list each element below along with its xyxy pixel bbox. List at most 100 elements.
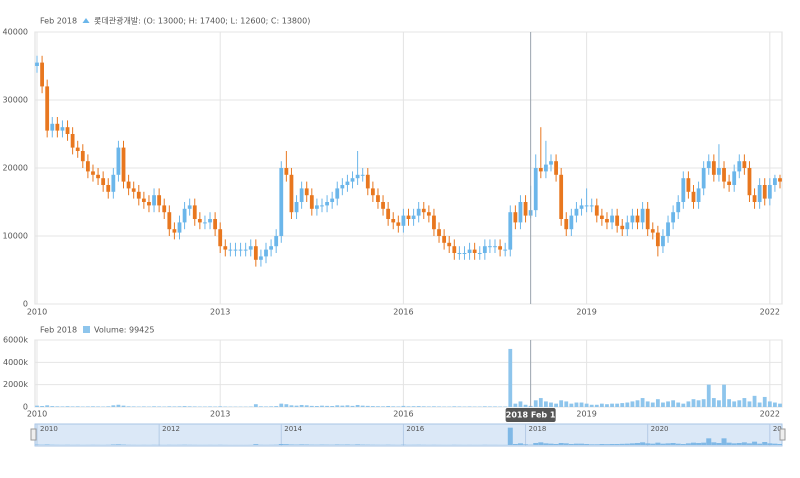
candle-body [467,249,472,253]
volume-bar [269,406,273,407]
candle-body [564,219,569,230]
candle-body [101,178,106,185]
candle-body [472,249,477,253]
navigator-volume-bar [726,442,732,445]
y-tick-label: 20000 [3,164,28,173]
candle-body [701,168,706,189]
candle-body [248,246,253,250]
volume-bar [620,403,625,407]
navigator-volume-bar [517,443,523,445]
navigator-volume-bar [701,442,707,445]
candle-body [508,212,513,250]
y-tick-label: 30000 [3,96,28,105]
x-tick-label: 2010 [27,308,47,317]
candle-body [70,134,75,148]
navigator-volume-bar [614,444,620,445]
volume-bar [681,403,686,407]
navigator-handle-left[interactable] [30,428,37,441]
candle-body [314,205,319,209]
volume-bar [345,405,350,407]
volume-bar [701,399,706,407]
navigator-volume-bar [624,443,630,445]
candle-body [116,147,121,175]
volume-bar [599,403,604,407]
y-tick-label: 40000 [3,28,28,37]
navigator-volume-bar [635,443,641,445]
navigator-volume-bar [711,442,717,445]
candle-body [589,205,594,207]
volume-bar [711,398,716,407]
volume-bar [589,404,594,407]
volume-bar [650,402,655,407]
crosshair-label-bg [505,408,556,422]
volume-bar [538,398,543,407]
candle-body [498,246,503,250]
candle-body [696,188,701,202]
navigator-volume-bar [589,444,595,445]
volume-bar [96,406,100,407]
volume-bar [85,406,90,407]
candle-body [416,208,421,216]
navigator-volume-bar [563,443,569,445]
navigator-volume-bar [690,442,696,445]
candle-body [121,147,126,182]
candle-body [671,212,676,223]
volume-bar [696,400,701,407]
volume-bar [640,398,645,407]
volume-bar [121,405,126,407]
candle-body [376,195,380,202]
volume-bar [360,405,365,407]
volume-bar [50,406,55,407]
candle-body [778,178,782,182]
candle-body [365,174,370,189]
navigator-volume-bar [629,443,635,445]
volume-bar [340,405,345,407]
candle-body [488,246,492,248]
navigator-volume-bar [579,443,585,445]
volume-bar [141,406,146,407]
navigator-volume-bar [746,443,752,445]
candle-body [40,62,44,87]
volume-bar [717,400,721,407]
candle-body [493,246,497,248]
candle-body [192,205,197,219]
candle-body [80,151,85,162]
volume-bar [330,405,335,407]
legend-marker [82,18,90,23]
navigator-volume-bar [523,444,529,445]
navigator-volume-bar [772,443,778,445]
candle-body [182,208,187,223]
navigator-volume-bar [721,438,727,445]
volume-bar [625,402,630,407]
y-tick-label: 0 [23,300,28,309]
x-tick-label: 2016 [393,308,413,317]
candle-body [477,253,482,254]
navigator-volume-bar [665,443,671,445]
volume-bar [752,395,757,407]
volume-bar [574,402,579,407]
volume-bar [661,402,665,407]
navigator-volume-bar [548,443,554,445]
y-tick-label: 2000k [3,380,28,389]
candle-body [645,208,650,230]
volume-bar [655,399,660,407]
navigator-volume-bar [757,443,763,445]
navigator-volume-bar [736,443,742,445]
navigator-handle-right[interactable] [779,428,786,441]
volume-bar [691,399,696,407]
candle-body [106,185,111,192]
candle-body [355,174,360,179]
candle-body [284,168,289,175]
volume-bar [131,406,136,407]
navigator-volume-bar [731,443,737,445]
candle-body [269,246,273,250]
candle-body [228,249,233,251]
volume-bar [411,406,416,407]
candle-body [141,198,146,202]
navigator-volume-bar [533,443,539,445]
candle-body [208,219,212,223]
candle-body [625,222,630,230]
candle-body [162,205,167,213]
candle-body [747,168,752,196]
volume-bar [91,406,95,407]
